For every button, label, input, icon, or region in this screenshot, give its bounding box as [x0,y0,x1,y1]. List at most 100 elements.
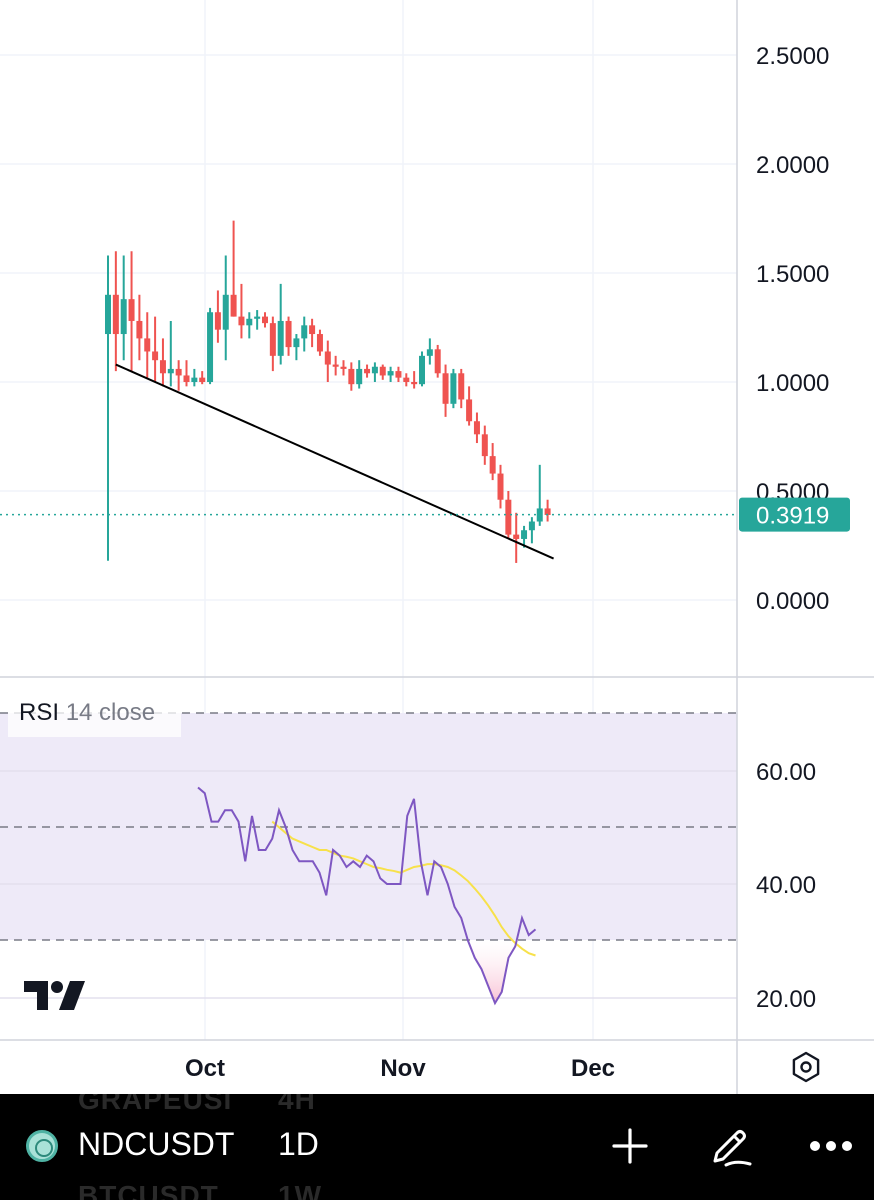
candle-body [371,366,378,374]
candles[interactable] [105,220,551,563]
candle[interactable] [458,368,465,409]
candle[interactable] [191,368,198,387]
candle[interactable] [269,316,276,372]
candle[interactable] [207,307,214,385]
price-tick: 0.0000 [756,588,829,615]
candle-body [489,456,496,474]
candle[interactable] [466,386,473,426]
candle[interactable] [473,412,480,444]
candle[interactable] [183,360,190,387]
candle[interactable] [285,316,292,356]
tradingview-logo[interactable] [24,981,85,1010]
candle[interactable] [324,340,331,382]
candle-body [277,320,284,356]
candle-body [175,368,182,376]
candle-body [513,534,520,539]
candle[interactable] [159,338,166,387]
candle[interactable] [316,329,323,356]
time-axis[interactable]: Oct Nov Dec [185,1055,615,1082]
rsi-legend[interactable]: RSI 14 close [8,695,181,737]
candle[interactable] [254,310,261,330]
candle-body [159,360,166,374]
candle[interactable] [513,512,520,563]
candle[interactable] [120,255,127,361]
rsi-tick: 60.00 [756,759,816,786]
candle[interactable] [379,364,386,380]
candle[interactable] [348,362,355,391]
candle[interactable] [403,373,410,387]
candle[interactable] [411,371,418,389]
price-tick: 1.0000 [756,370,829,397]
candle[interactable] [521,525,528,548]
candle-body [536,508,543,522]
trendline-layer[interactable] [115,363,555,560]
candle-body [120,299,127,335]
candle[interactable] [105,255,111,561]
candle[interactable] [167,320,174,387]
time-label-nov: Nov [380,1055,426,1082]
rsi-axis[interactable]: 60.00 40.00 20.00 [756,759,816,1013]
candle[interactable] [309,318,316,348]
candle[interactable] [112,251,119,372]
rsi-line [197,786,537,1006]
candle-body [269,323,276,356]
candle-body [301,325,308,339]
timeframe-selector[interactable]: 1D [278,1126,319,1162]
candle[interactable] [505,491,512,539]
price-tick: 2.0000 [756,152,829,179]
candle[interactable] [222,255,229,361]
settings-icon[interactable] [792,1051,820,1083]
candle[interactable] [301,316,308,352]
add-button[interactable] [602,1118,658,1174]
candle[interactable] [128,251,135,372]
symbol-name[interactable]: NDCUSDT [78,1126,235,1162]
candle[interactable] [175,360,182,391]
more-button[interactable] [803,1118,859,1174]
candle[interactable] [230,220,237,317]
candle[interactable] [199,371,206,385]
candle-body [136,320,143,339]
candle[interactable] [152,316,159,382]
candle-body [411,382,418,385]
candle[interactable] [246,312,253,339]
candle[interactable] [481,425,488,465]
candle[interactable] [450,368,457,409]
candle[interactable] [340,360,347,376]
candle[interactable] [528,517,535,544]
chart-canvas[interactable]: 2.5000 2.0000 1.5000 1.0000 0.5000 0.000… [0,0,874,1094]
price-tick: 1.5000 [756,261,829,288]
candle[interactable] [395,366,402,382]
candle[interactable] [442,364,449,417]
candle[interactable] [371,362,378,382]
candle[interactable] [387,366,394,382]
candle-body [528,521,535,531]
candle-body [309,325,316,335]
price-axis[interactable]: 2.5000 2.0000 1.5000 1.0000 0.5000 0.000… [756,43,829,615]
candle-body [128,299,135,321]
candle[interactable] [536,464,543,526]
candle[interactable] [489,443,496,481]
candle[interactable] [277,283,284,365]
candle[interactable] [238,283,245,339]
candle[interactable] [332,355,339,376]
candle[interactable] [136,294,143,361]
draw-button[interactable] [702,1118,758,1174]
candle[interactable] [262,312,268,328]
candle[interactable] [144,312,151,378]
candle-body [364,368,371,374]
candle-body [419,355,425,385]
candle[interactable] [497,464,504,509]
candle[interactable] [434,344,441,378]
ghost-symbol-top: GRAPEUSI [78,1094,233,1115]
trendline[interactable] [115,363,555,560]
candle[interactable] [356,360,363,389]
candle[interactable] [426,338,433,365]
rsi-oversold-area [468,940,517,1004]
candle[interactable] [214,290,221,343]
candle-body [356,368,363,385]
candle[interactable] [293,334,300,361]
candle[interactable] [419,351,425,387]
candle[interactable] [364,364,371,378]
candle-body [473,421,480,435]
candle[interactable] [544,499,551,522]
